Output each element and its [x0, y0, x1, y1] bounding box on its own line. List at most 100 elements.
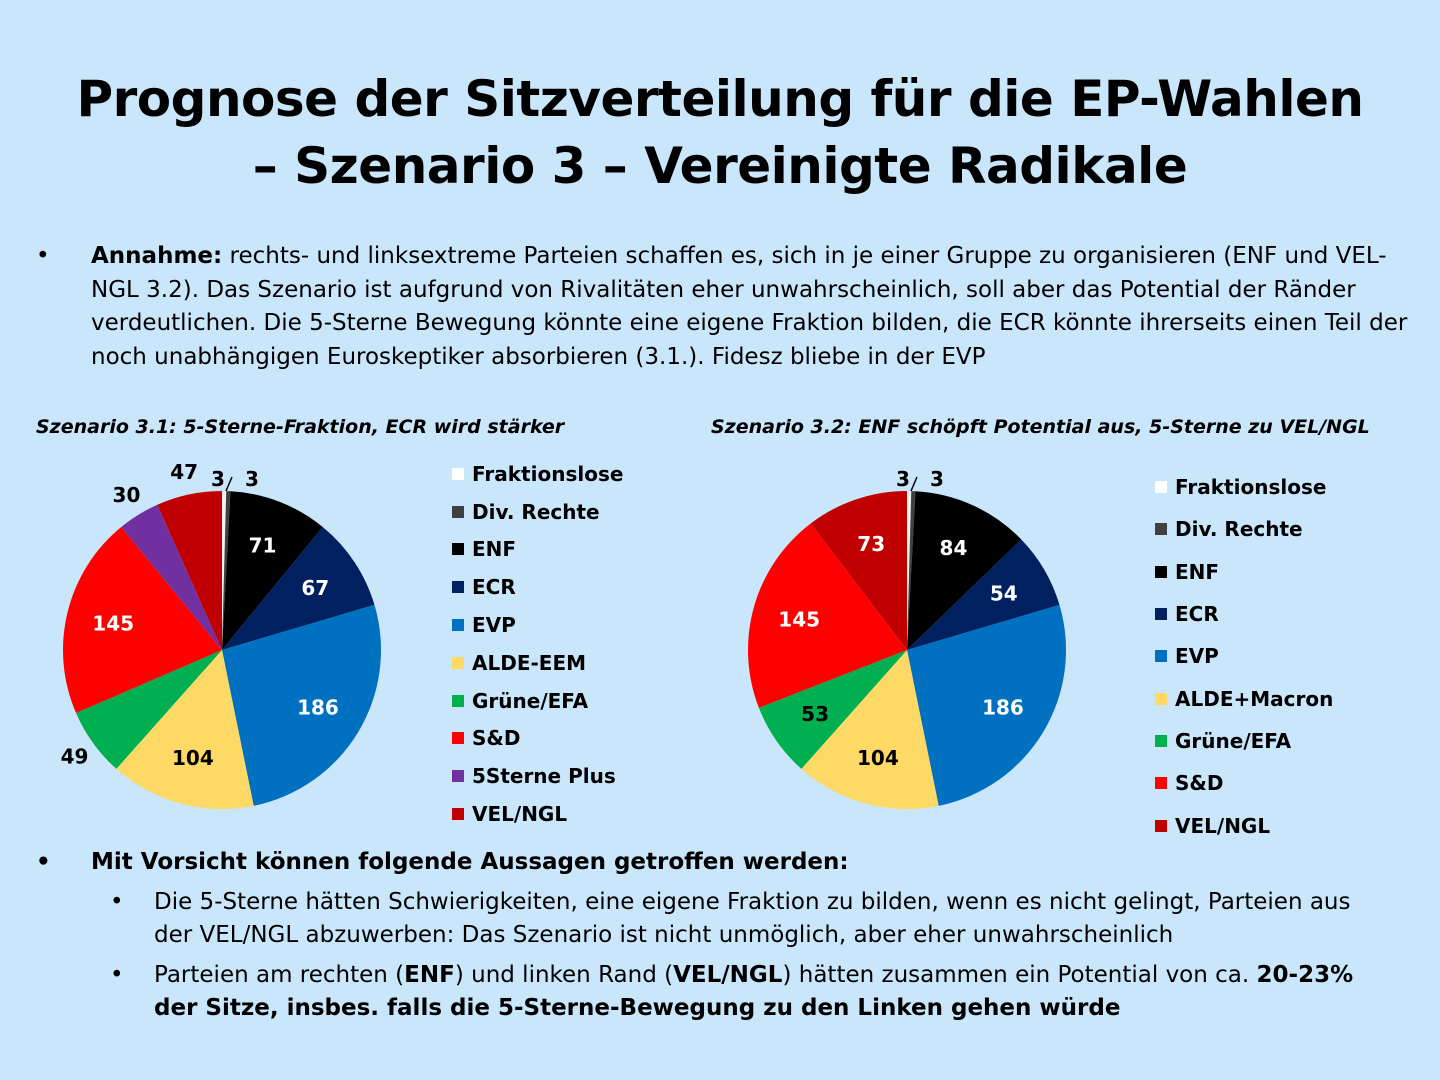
pie-slice-alde-macron: [801, 650, 939, 809]
legend-swatch: [452, 808, 464, 821]
legend-label: ECR: [1175, 602, 1219, 627]
legend-swatch: [1155, 819, 1167, 832]
legend-label: Grüne/EFA: [1175, 728, 1292, 753]
legend-label: ALDE-EEM: [472, 650, 587, 675]
bullet-dot: •: [110, 888, 124, 915]
pie-slice-evp: [222, 604, 381, 806]
data-label-evp: 186: [982, 696, 1024, 720]
pie-slice-ecr: [222, 526, 375, 650]
legend-item-div-rechte: Div. Rechte: [1155, 508, 1333, 550]
legend-item-5sterne-plus: 5Sterne Plus: [452, 757, 623, 795]
legend-swatch: [452, 467, 464, 480]
leader-line: [910, 476, 918, 492]
chart2-title: Szenario 3.2: ENF schöpft Potential aus,…: [711, 416, 1370, 438]
legend-swatch: [1155, 777, 1167, 790]
conclusion-text-part: ) hätten zusammen ein Potential von ca.: [782, 961, 1257, 988]
data-label-fraktionslose: 3: [896, 467, 910, 491]
data-label-s-d: 145: [778, 608, 820, 632]
data-label-gr-ne-efa: 53: [801, 702, 829, 726]
legend-item-evp: EVP: [452, 606, 623, 644]
conclusion-text: Die 5-Sterne hätten Schwierigkeiten, ein…: [154, 888, 1351, 949]
title-line-1: Prognose der Sitzverteilung für die EP-W…: [76, 70, 1364, 128]
legend-label: Grüne/EFA: [472, 688, 589, 713]
data-label-s-d: 145: [92, 612, 134, 636]
data-label-enf: 84: [940, 536, 968, 560]
bullet-dot: •: [110, 961, 124, 988]
chart1-legend: Fraktionslose Div. Rechte ENF ECR EVP ALDE-EE…: [452, 455, 623, 833]
legend-label: EVP: [1175, 644, 1219, 669]
legend-swatch: [1155, 650, 1167, 663]
data-label-5sterne-plus: 30: [113, 483, 141, 507]
legend-swatch: [452, 656, 464, 669]
conclusion-text-part: Parteien am rechten (: [154, 961, 405, 988]
legend-label: ENF: [1175, 559, 1220, 584]
intro-section: • Annahme: rechts- und linksextreme Part…: [36, 240, 1416, 374]
legend-item-enf: ENF: [1155, 551, 1333, 593]
legend-label: ECR: [472, 575, 516, 600]
legend-label: VEL/NGL: [472, 802, 568, 827]
legend-item-alde-macron: ALDE+Macron: [1155, 677, 1333, 719]
conclusion-text-part: ) und linken Rand (: [454, 961, 674, 988]
legend-swatch: [452, 619, 464, 632]
data-label-div-rechte: 3: [245, 467, 259, 491]
legend-label: S&D: [472, 726, 521, 751]
conclusion-bold-velngl: VEL/NGL: [673, 961, 783, 988]
chart1-title: Szenario 3.1: 5-Sterne-Fraktion, ECR wir…: [36, 416, 565, 438]
legend-swatch: [1155, 565, 1167, 578]
pie-slice-s-d: [63, 526, 223, 714]
conclusion-item: • Parteien am rechten (ENF) und linken R…: [36, 959, 1416, 1026]
legend-swatch: [1155, 523, 1167, 536]
page-title: Prognose der Sitzverteilung für die EP-W…: [0, 66, 1440, 200]
legend-item-s-d: S&D: [1155, 762, 1333, 804]
data-label-enf: 71: [249, 534, 277, 558]
conclusion-item: • Die 5-Sterne hätten Schwierigkeiten, e…: [36, 886, 1416, 953]
legend-swatch: [1155, 608, 1167, 621]
legend-swatch: [452, 694, 464, 707]
legend-label: VEL/NGL: [1175, 813, 1271, 838]
legend-swatch: [452, 543, 464, 556]
data-label-gr-ne-efa: 49: [61, 745, 89, 769]
legend-item-gr-ne-efa: Grüne/EFA: [1155, 720, 1333, 762]
pie-slice-alde-eem: [116, 650, 254, 809]
legend-label: S&D: [1175, 771, 1224, 796]
pie-slice-gr-ne-efa: [76, 650, 222, 769]
data-label-div-rechte: 3: [930, 467, 944, 491]
pie-slice-gr-ne-efa: [758, 650, 907, 769]
legend-swatch: [1155, 692, 1167, 705]
intro-bullet: • Annahme: rechts- und linksextreme Part…: [36, 240, 1416, 374]
intro-text: rechts- und linksextreme Parteien schaff…: [91, 243, 1408, 370]
bullet-dot: •: [36, 849, 51, 875]
legend-item-evp: EVP: [1155, 635, 1333, 677]
legend-item-alde-eem: ALDE-EEM: [452, 644, 623, 682]
legend-item-ecr: ECR: [452, 568, 623, 606]
legend-label: ALDE+Macron: [1175, 686, 1334, 711]
legend-swatch: [1155, 481, 1167, 494]
legend-swatch: [452, 505, 464, 518]
legend-item-gr-ne-efa: Grüne/EFA: [452, 682, 623, 720]
pie-slice-5sterne-plus: [121, 504, 222, 650]
pie-slice-vel-ngl: [157, 491, 222, 650]
chart2-pie: 3 3 84 54 186 104 53 145 73: [748, 467, 1066, 809]
legend-label: 5Sterne Plus: [472, 764, 616, 789]
pie-slice-div-rechte: [907, 491, 916, 650]
conclusions-section: • Mit Vorsicht können folgende Aussagen …: [36, 846, 1416, 1026]
data-label-fraktionslose: 3: [211, 467, 225, 491]
pie-slice-s-d: [748, 523, 907, 708]
conclusions-heading: Mit Vorsicht können folgende Aussagen ge…: [91, 849, 849, 875]
legend-label: EVP: [472, 613, 516, 638]
title-line-2: – Szenario 3 – Vereinigte Radikale: [252, 137, 1188, 195]
legend-swatch: [452, 581, 464, 594]
legend-item-div-rechte: Div. Rechte: [452, 493, 623, 531]
data-label-ecr: 54: [990, 582, 1018, 606]
conclusion-bold-enf: ENF: [404, 961, 455, 988]
bullet-dot: •: [36, 243, 50, 269]
legend-label: Fraktionslose: [472, 461, 624, 486]
intro-label: Annahme:: [91, 243, 223, 269]
legend-swatch: [452, 732, 464, 745]
chart1-pie: 3 3 71 67 186 104 49 145 30 47: [61, 460, 381, 809]
data-label-vel-ngl: 47: [170, 460, 198, 484]
data-label-ecr: 67: [301, 576, 329, 600]
legend-item-enf: ENF: [452, 531, 623, 569]
data-label-alde-eem: 104: [172, 746, 214, 770]
pie-slice-ecr: [907, 539, 1060, 650]
